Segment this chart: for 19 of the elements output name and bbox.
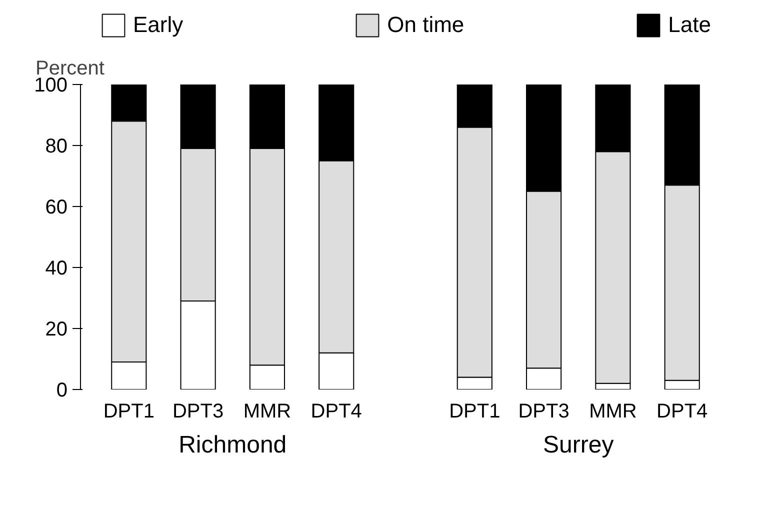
x-tick-label: DPT4	[656, 400, 708, 422]
x-tick-label: MMR	[589, 400, 637, 422]
y-tick-label: 20	[45, 318, 68, 340]
legend-label: On time	[387, 12, 464, 38]
y-tick-label: 100	[34, 74, 68, 96]
x-tick-label: DPT3	[518, 400, 570, 422]
x-tick-label: DPT4	[310, 400, 362, 422]
y-tick-label: 80	[45, 136, 68, 158]
y-tick-label: 0	[56, 380, 68, 402]
text: Surrey	[543, 432, 614, 458]
x-tick-label: DPT1	[103, 400, 154, 422]
x-tick-label: MMR	[243, 400, 292, 422]
y-tick-label: 40	[45, 258, 68, 280]
legend-label: Early	[133, 12, 184, 38]
legend-label: Late	[668, 12, 711, 38]
x-tick-label: DPT3	[172, 400, 224, 422]
x-tick-label: DPT1	[449, 400, 500, 422]
y-tick-label: 60	[45, 196, 68, 218]
text: Richmond	[178, 432, 287, 458]
